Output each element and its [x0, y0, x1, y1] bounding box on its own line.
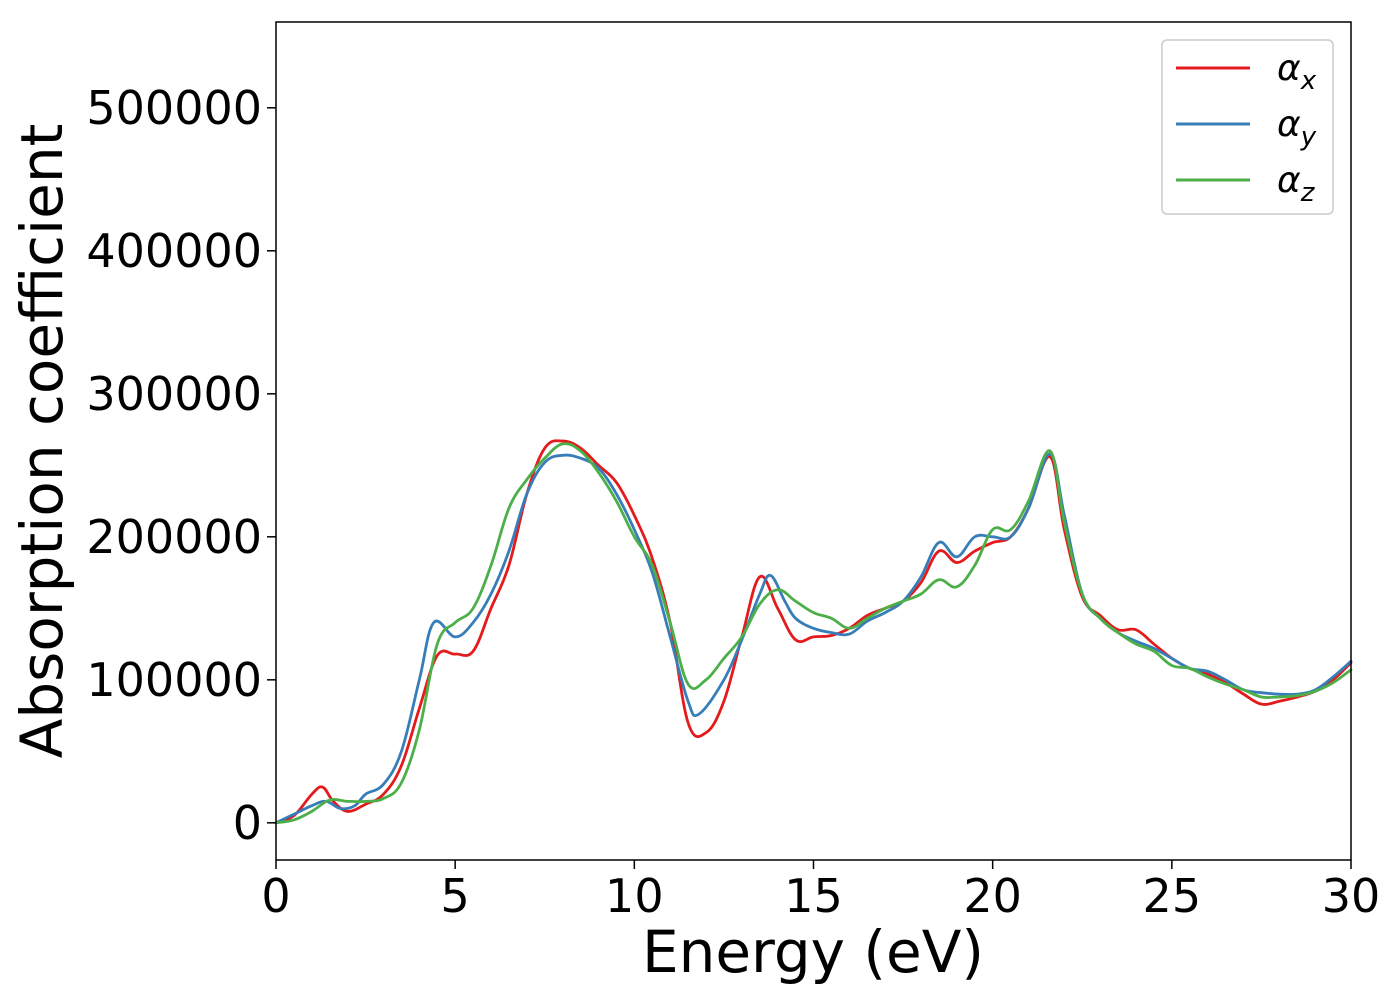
series-line-z: [274, 442, 1353, 825]
y-tick-label: 300000: [86, 367, 262, 421]
x-tick-label: 30: [1322, 869, 1381, 923]
y-tick-label: 0: [233, 796, 262, 850]
y-tick-label: 100000: [86, 653, 262, 707]
y-axis-ticks: 0 100000 200000 300000 400000 500000: [86, 81, 276, 850]
x-tick-label: 5: [441, 869, 470, 923]
legend-label-z: αz: [1277, 160, 1316, 208]
x-tick-label: 25: [1143, 869, 1202, 923]
x-tick-label: 0: [261, 869, 290, 923]
legend: αx αy αz: [1161, 39, 1334, 215]
y-tick-label: 500000: [86, 81, 262, 135]
x-axis-ticks: 0 5 10 15 20 25 30: [261, 860, 1380, 923]
x-tick-label: 20: [963, 869, 1022, 923]
legend-box: [1161, 39, 1334, 215]
x-axis-title: Energy (eV): [642, 918, 984, 986]
series-line-y: [274, 452, 1353, 825]
y-tick-label: 400000: [86, 224, 262, 278]
legend-label-x: αx: [1277, 48, 1317, 96]
legend-label-y: αy: [1277, 104, 1317, 152]
y-axis-title: Absorption coefficient: [8, 124, 76, 759]
y-tick-label: 200000: [86, 510, 262, 564]
x-tick-label: 15: [784, 869, 843, 923]
series-layer: [274, 439, 1353, 825]
x-tick-label: 10: [605, 869, 664, 923]
